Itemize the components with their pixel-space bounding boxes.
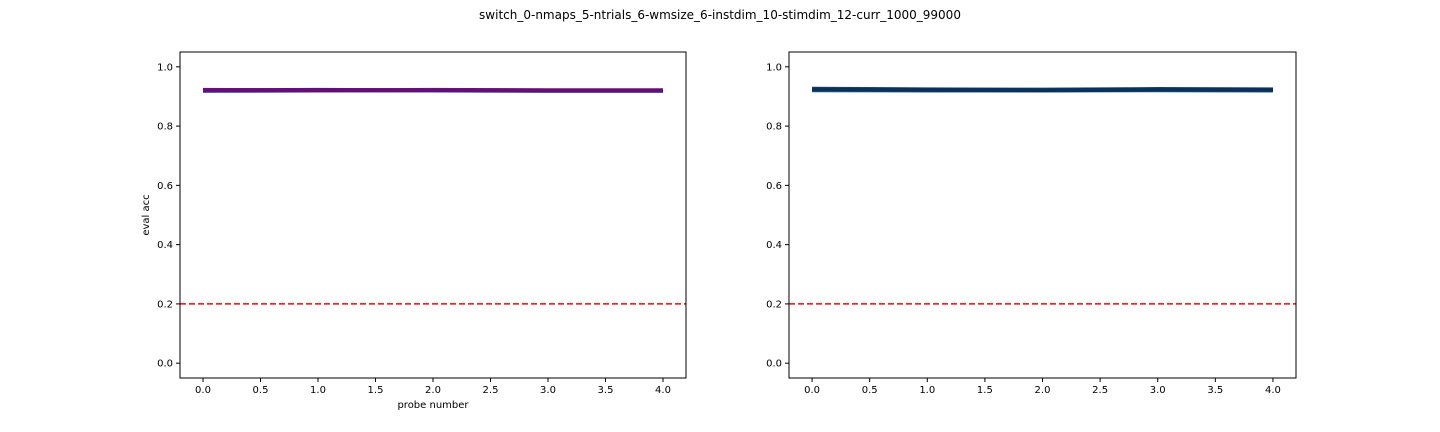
x-tick-label: 3.0: [540, 385, 556, 396]
y-tick-label: 0.2: [766, 299, 782, 310]
x-tick-label: 1.5: [368, 385, 384, 396]
figure-title: switch_0-nmaps_5-ntrials_6-wmsize_6-inst…: [479, 8, 961, 22]
y-axis-label: eval acc: [141, 194, 152, 235]
y-tick-label: 1.0: [766, 62, 782, 73]
x-tick-label: 0.0: [804, 385, 820, 396]
x-tick-label: 2.5: [1092, 385, 1108, 396]
y-tick-label: 0.0: [766, 359, 782, 370]
y-tick-label: 0.8: [157, 122, 173, 133]
x-axis-label: probe number: [397, 400, 469, 411]
plot-frame: [788, 51, 1297, 379]
x-tick-label: 3.0: [1150, 385, 1166, 396]
x-tick-label: 4.0: [655, 385, 671, 396]
x-tick-label: 0.5: [862, 385, 878, 396]
x-tick-label: 3.5: [598, 385, 614, 396]
y-tick-label: 0.6: [157, 181, 173, 192]
y-tick-label: 0.0: [157, 359, 173, 370]
left-chart: 0.0 0.5 1.0 1.5 2.0 2.5 3.0 3.5 4.0 0.0 0.2 0.4 0.6 0…: [141, 51, 687, 411]
y-tick-label: 0.8: [766, 122, 782, 133]
y-tick-label: 0.2: [157, 299, 173, 310]
x-tick-label: 1.0: [310, 385, 326, 396]
plot-frame: [179, 51, 687, 379]
right-chart: 0.0 0.5 1.0 1.5 2.0 2.5 3.0 3.5 4.0 0.0 0.2 0.4 0.6 0…: [766, 51, 1297, 396]
x-tick-label: 3.5: [1207, 385, 1223, 396]
x-tick-label: 2.5: [483, 385, 499, 396]
y-tick-label: 0.6: [766, 181, 782, 192]
x-tick-label: 4.0: [1265, 385, 1281, 396]
x-tick-label: 0.5: [253, 385, 269, 396]
x-tick-label: 0.0: [195, 385, 211, 396]
y-tick-label: 0.4: [157, 240, 173, 251]
x-tick-label: 1.5: [977, 385, 993, 396]
series-line-2: [812, 87, 1273, 93]
x-tick-label: 2.0: [1035, 385, 1051, 396]
x-tick-label: 2.0: [425, 385, 441, 396]
x-tick-label: 1.0: [919, 385, 935, 396]
y-tick-label: 0.4: [766, 240, 782, 251]
y-tick-label: 1.0: [157, 62, 173, 73]
